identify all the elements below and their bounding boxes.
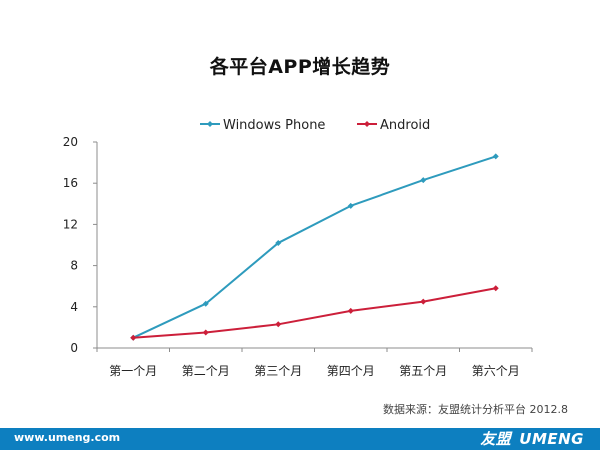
data-point bbox=[202, 300, 209, 307]
y-tick-label: 20 bbox=[63, 135, 78, 149]
series-group bbox=[130, 153, 499, 341]
x-tick-label: 第六个月 bbox=[472, 364, 520, 378]
logo-en-text: UMENG bbox=[519, 430, 584, 448]
data-point bbox=[275, 239, 282, 246]
series-line bbox=[133, 287, 496, 339]
legend-label: Windows Phone bbox=[223, 118, 325, 133]
x-tick-label: 第五个月 bbox=[399, 364, 447, 378]
data-point bbox=[202, 329, 209, 336]
footer-bar: www.umeng.com 友盟 UMENG bbox=[0, 428, 600, 450]
data-point bbox=[347, 202, 354, 209]
axes: 0 4 8 12 16 20 第一个月 第二个月 第三个月 第四个月 第五个月 第六个月 bbox=[63, 135, 533, 378]
x-tick-label: 第三个月 bbox=[254, 364, 302, 378]
legend: Windows Phone Android bbox=[200, 118, 430, 133]
legend-swatch-marker bbox=[364, 121, 370, 127]
series-line bbox=[132, 155, 497, 339]
x-tick-label: 第二个月 bbox=[182, 364, 230, 378]
data-point bbox=[130, 334, 137, 341]
x-tick-label: 第四个月 bbox=[327, 364, 375, 378]
x-tick-label: 第一个月 bbox=[109, 364, 157, 378]
umeng-logo: 友盟 UMENG bbox=[480, 428, 584, 450]
y-tick-label: 16 bbox=[63, 176, 78, 190]
data-point bbox=[420, 298, 427, 305]
legend-swatch-marker bbox=[207, 121, 213, 127]
data-point bbox=[492, 153, 499, 160]
data-point bbox=[275, 321, 282, 328]
y-tick-label: 4 bbox=[70, 300, 78, 314]
data-point bbox=[420, 177, 427, 184]
y-tick-label: 0 bbox=[70, 341, 78, 355]
y-tick-label: 8 bbox=[70, 259, 78, 273]
footer-url[interactable]: www.umeng.com bbox=[14, 431, 121, 444]
data-point bbox=[347, 307, 354, 314]
y-tick-label: 12 bbox=[63, 217, 78, 231]
source-note: 数据来源：友盟统计分析平台 2012.8 bbox=[383, 403, 568, 416]
chart-title: 各平台APP增长趋势 bbox=[209, 56, 391, 78]
data-point bbox=[492, 285, 499, 292]
logo-cn-text: 友盟 bbox=[480, 430, 512, 448]
legend-label: Android bbox=[380, 118, 430, 133]
